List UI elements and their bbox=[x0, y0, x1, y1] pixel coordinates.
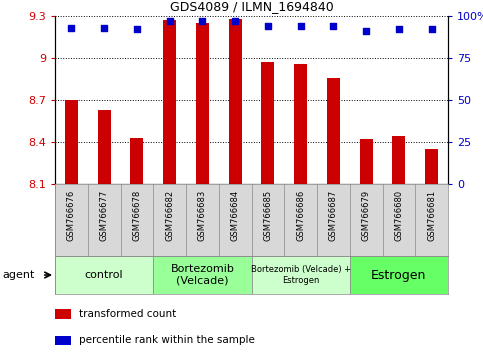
Text: Bortezomib (Velcade) +
Estrogen: Bortezomib (Velcade) + Estrogen bbox=[251, 265, 351, 285]
Bar bbox=[228, 19, 242, 184]
Text: GSM766679: GSM766679 bbox=[362, 190, 370, 241]
Point bbox=[362, 28, 370, 34]
Bar bbox=[294, 64, 307, 184]
Point bbox=[395, 27, 403, 32]
Text: GSM766678: GSM766678 bbox=[132, 190, 142, 241]
Point bbox=[68, 25, 75, 30]
Bar bbox=[98, 110, 111, 184]
Point bbox=[428, 27, 436, 32]
Text: GSM766684: GSM766684 bbox=[230, 190, 240, 241]
Text: agent: agent bbox=[2, 270, 35, 280]
Point bbox=[264, 23, 272, 29]
Text: GSM766681: GSM766681 bbox=[427, 190, 436, 241]
Point bbox=[329, 23, 337, 29]
Text: GSM766680: GSM766680 bbox=[395, 190, 403, 241]
Text: GSM766685: GSM766685 bbox=[263, 190, 272, 241]
Bar bbox=[392, 136, 405, 184]
Text: GSM766686: GSM766686 bbox=[296, 190, 305, 241]
Bar bbox=[55, 336, 71, 345]
Text: percentile rank within the sample: percentile rank within the sample bbox=[79, 335, 255, 346]
Text: Estrogen: Estrogen bbox=[371, 268, 426, 281]
Title: GDS4089 / ILMN_1694840: GDS4089 / ILMN_1694840 bbox=[170, 0, 333, 13]
Point bbox=[100, 25, 108, 30]
Bar bbox=[359, 139, 373, 184]
Text: GSM766687: GSM766687 bbox=[329, 190, 338, 241]
Bar bbox=[327, 78, 340, 184]
Bar bbox=[252, 256, 350, 294]
Point bbox=[297, 23, 304, 29]
Bar bbox=[55, 309, 71, 319]
Text: GSM766683: GSM766683 bbox=[198, 190, 207, 241]
Text: GSM766677: GSM766677 bbox=[99, 190, 109, 241]
Bar bbox=[261, 62, 274, 184]
Text: control: control bbox=[85, 270, 124, 280]
Point bbox=[166, 18, 173, 24]
Point bbox=[199, 18, 206, 24]
Text: GSM766676: GSM766676 bbox=[67, 190, 76, 241]
Text: Bortezomib
(Velcade): Bortezomib (Velcade) bbox=[170, 264, 234, 286]
Bar bbox=[425, 149, 438, 184]
Bar bbox=[153, 256, 252, 294]
Bar bbox=[130, 138, 143, 184]
Bar bbox=[350, 256, 448, 294]
Bar bbox=[163, 20, 176, 184]
Text: GSM766682: GSM766682 bbox=[165, 190, 174, 241]
Bar bbox=[55, 256, 153, 294]
Bar bbox=[65, 100, 78, 184]
Text: transformed count: transformed count bbox=[79, 309, 176, 319]
Point bbox=[231, 18, 239, 24]
Point bbox=[133, 27, 141, 32]
Bar bbox=[196, 23, 209, 184]
